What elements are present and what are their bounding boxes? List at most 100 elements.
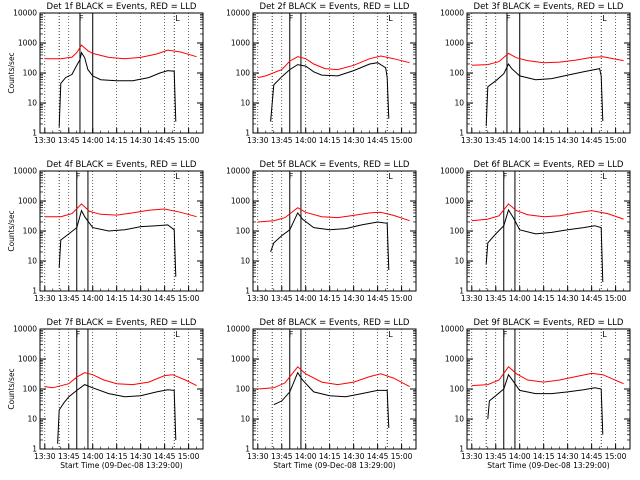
x-tick-label: 13:45 [58,136,80,145]
series-line-lld [471,366,624,387]
corner-mark-f: F [76,172,81,181]
x-tick-label: 14:45 [581,294,603,303]
x-tick-label: 14:15 [106,136,128,145]
y-tick-label: 100 [23,69,38,78]
y-tick-label: 1 [32,129,37,138]
y-tick-label: 10 [240,415,250,424]
x-tick-label: 13:45 [271,452,293,461]
x-tick-label: 14:15 [319,452,341,461]
x-tick-label: 13:30 [247,136,269,145]
x-tick-label: 13:30 [461,294,483,303]
chart-panel: 1 10 100 1000 10000 13:30 13:45 14:00 14:15 14:30… [7,318,204,470]
plot-frame [466,170,631,292]
corner-mark-f: F [506,14,511,23]
corner-mark-f: F [76,330,81,339]
x-tick-label: 13:45 [58,452,80,461]
corner-mark-l: L [175,14,180,23]
x-tick-label: 14:30 [130,294,152,303]
chart-title: Det 8f BLACK = Events, RED = LLD [260,318,410,328]
x-tick-label: 14:45 [581,452,603,461]
x-tick-label: 14:00 [82,452,104,461]
y-tick-label: 100 [236,69,251,78]
x-tick-label: 14:30 [343,294,365,303]
x-tick-label: 14:00 [82,294,104,303]
x-tick-label: 14:15 [106,294,128,303]
y-tick-label: 1000 [231,355,250,364]
x-tick-label: 15:00 [391,136,413,145]
x-tick-label: 14:45 [154,136,176,145]
series-line-lld [44,203,197,218]
y-tick-label: 10000 [226,9,250,18]
y-tick-label: 100 [236,227,251,236]
y-tick-label: 10 [454,99,464,108]
y-tick-label: 1000 [231,197,250,206]
x-tick-label: 13:30 [461,136,483,145]
y-tick-label: 1 [245,287,250,296]
y-tick-label: 1000 [18,197,37,206]
y-tick-label: 1000 [231,39,250,48]
series-line-lld [257,366,410,390]
chart-title: Det 4f BLACK = Events, RED = LLD [47,160,197,170]
series-line-events [270,62,390,122]
x-tick-label: 13:30 [34,452,56,461]
corner-mark-l: L [175,172,180,181]
chart-panel: 1 10 100 1000 10000 13:30 13:45 14:00 14:15 14:30… [226,2,417,145]
corner-mark-f: F [79,14,84,23]
series-line-lld [44,44,197,60]
corner-mark-f: F [503,172,508,181]
x-tick-label: 14:45 [367,452,389,461]
y-tick-label: 10 [27,415,37,424]
y-tick-label: 100 [23,385,38,394]
y-tick-label: 100 [450,69,465,78]
y-tick-label: 10 [240,257,250,266]
x-tick-label: 14:15 [533,136,555,145]
x-tick-label: 13:45 [271,136,293,145]
series-line-lld [471,203,624,222]
x-tick-label: 13:30 [247,452,269,461]
series-line-events [485,63,604,127]
x-tick-label: 15:00 [605,452,627,461]
series-line-events [485,208,604,283]
y-tick-label: 10000 [440,325,464,334]
x-tick-label: 13:45 [485,452,507,461]
y-tick-label: 1 [459,129,464,138]
y-tick-label: 1000 [18,355,37,364]
x-tick-label: 13:30 [34,136,56,145]
y-tick-label: 10000 [226,167,250,176]
y-axis-label: Counts/sec [7,368,16,409]
x-tick-label: 14:00 [295,294,317,303]
plot-frame [39,328,204,450]
y-tick-label: 10000 [13,325,37,334]
series-line-events [273,371,390,429]
y-tick-label: 1 [245,129,250,138]
series-line-lld [471,52,624,66]
y-tick-label: 100 [23,227,38,236]
y-tick-label: 10000 [226,325,250,334]
chart-title: Det 3f BLACK = Events, RED = LLD [474,2,624,12]
chart-title: Det 1f BLACK = Events, RED = LLD [47,2,197,12]
y-tick-label: 1000 [445,197,464,206]
x-tick-label: 14:15 [319,136,341,145]
x-tick-label: 14:15 [533,294,555,303]
x-tick-label: 13:45 [271,294,293,303]
y-tick-label: 10000 [440,167,464,176]
x-tick-label: 14:00 [509,452,531,461]
x-tick-label: 14:30 [130,136,152,145]
y-tick-label: 10000 [13,167,37,176]
y-tick-label: 100 [450,227,465,236]
corner-mark-f: F [503,330,508,339]
plot-frame [252,170,417,292]
x-tick-label: 15:00 [178,294,200,303]
chart-title: Det 7f BLACK = Events, RED = LLD [47,318,197,328]
y-tick-label: 10 [454,257,464,266]
y-tick-label: 100 [450,385,465,394]
chart-panel: 1 10 100 1000 10000 13:30 13:45 14:00 14:15 14:30… [226,318,417,470]
chart-title: Det 6f BLACK = Events, RED = LLD [474,160,624,170]
corner-mark-f: F [289,330,294,339]
y-tick-label: 1 [459,445,464,454]
corner-mark-f: F [289,172,294,181]
corner-mark-l: L [388,172,393,181]
corner-mark-l: L [602,172,607,181]
y-tick-label: 100 [236,385,251,394]
